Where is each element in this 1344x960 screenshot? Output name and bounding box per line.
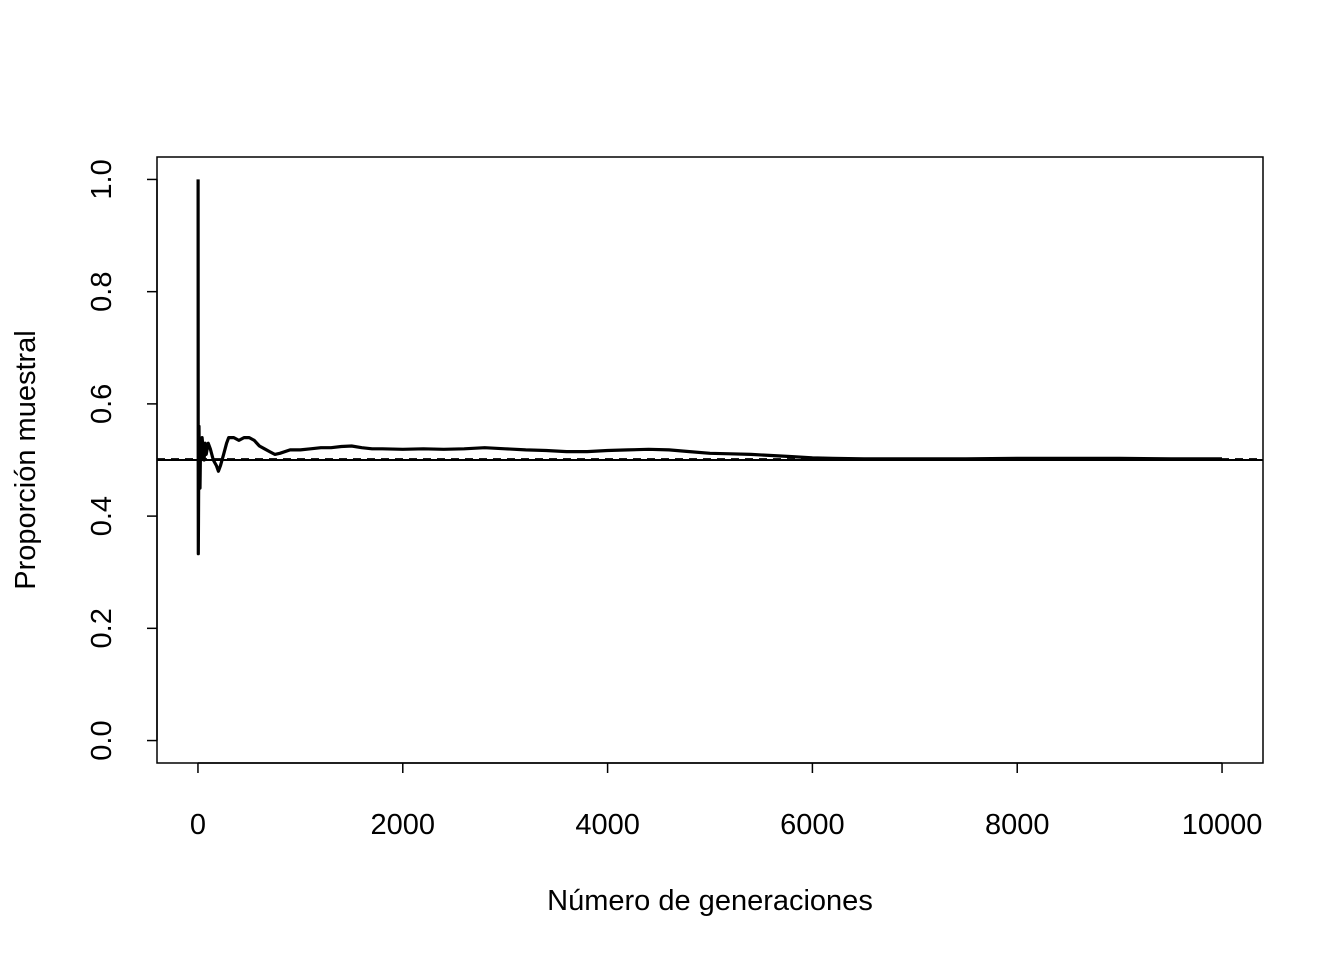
y-tick-label: 1.0 — [86, 159, 118, 199]
reference-lines — [157, 458, 1263, 461]
x-tick-label: 4000 — [575, 809, 640, 841]
y-tick-label: 0.8 — [86, 272, 118, 312]
y-axis: 0.0 0.2 0.4 0.6 0.8 1.0 — [86, 159, 158, 761]
x-tick-label: 10000 — [1182, 809, 1263, 841]
x-axis-title: Número de generaciones — [547, 885, 873, 917]
x-tick-label: 0 — [190, 809, 206, 841]
series-line — [196, 179, 1222, 556]
y-axis-title: Proporción muestral — [10, 330, 42, 590]
x-tick-label: 8000 — [985, 809, 1050, 841]
x-tick-label: 2000 — [371, 809, 436, 841]
y-tick-label: 0.0 — [86, 720, 118, 760]
y-tick-label: 0.4 — [86, 496, 118, 536]
series-layer — [196, 179, 1222, 556]
y-tick-label: 0.6 — [86, 384, 118, 424]
x-tick-label: 6000 — [780, 809, 845, 841]
x-axis: 0 2000 4000 6000 8000 10000 — [190, 762, 1263, 841]
y-tick-label: 0.2 — [86, 608, 118, 648]
